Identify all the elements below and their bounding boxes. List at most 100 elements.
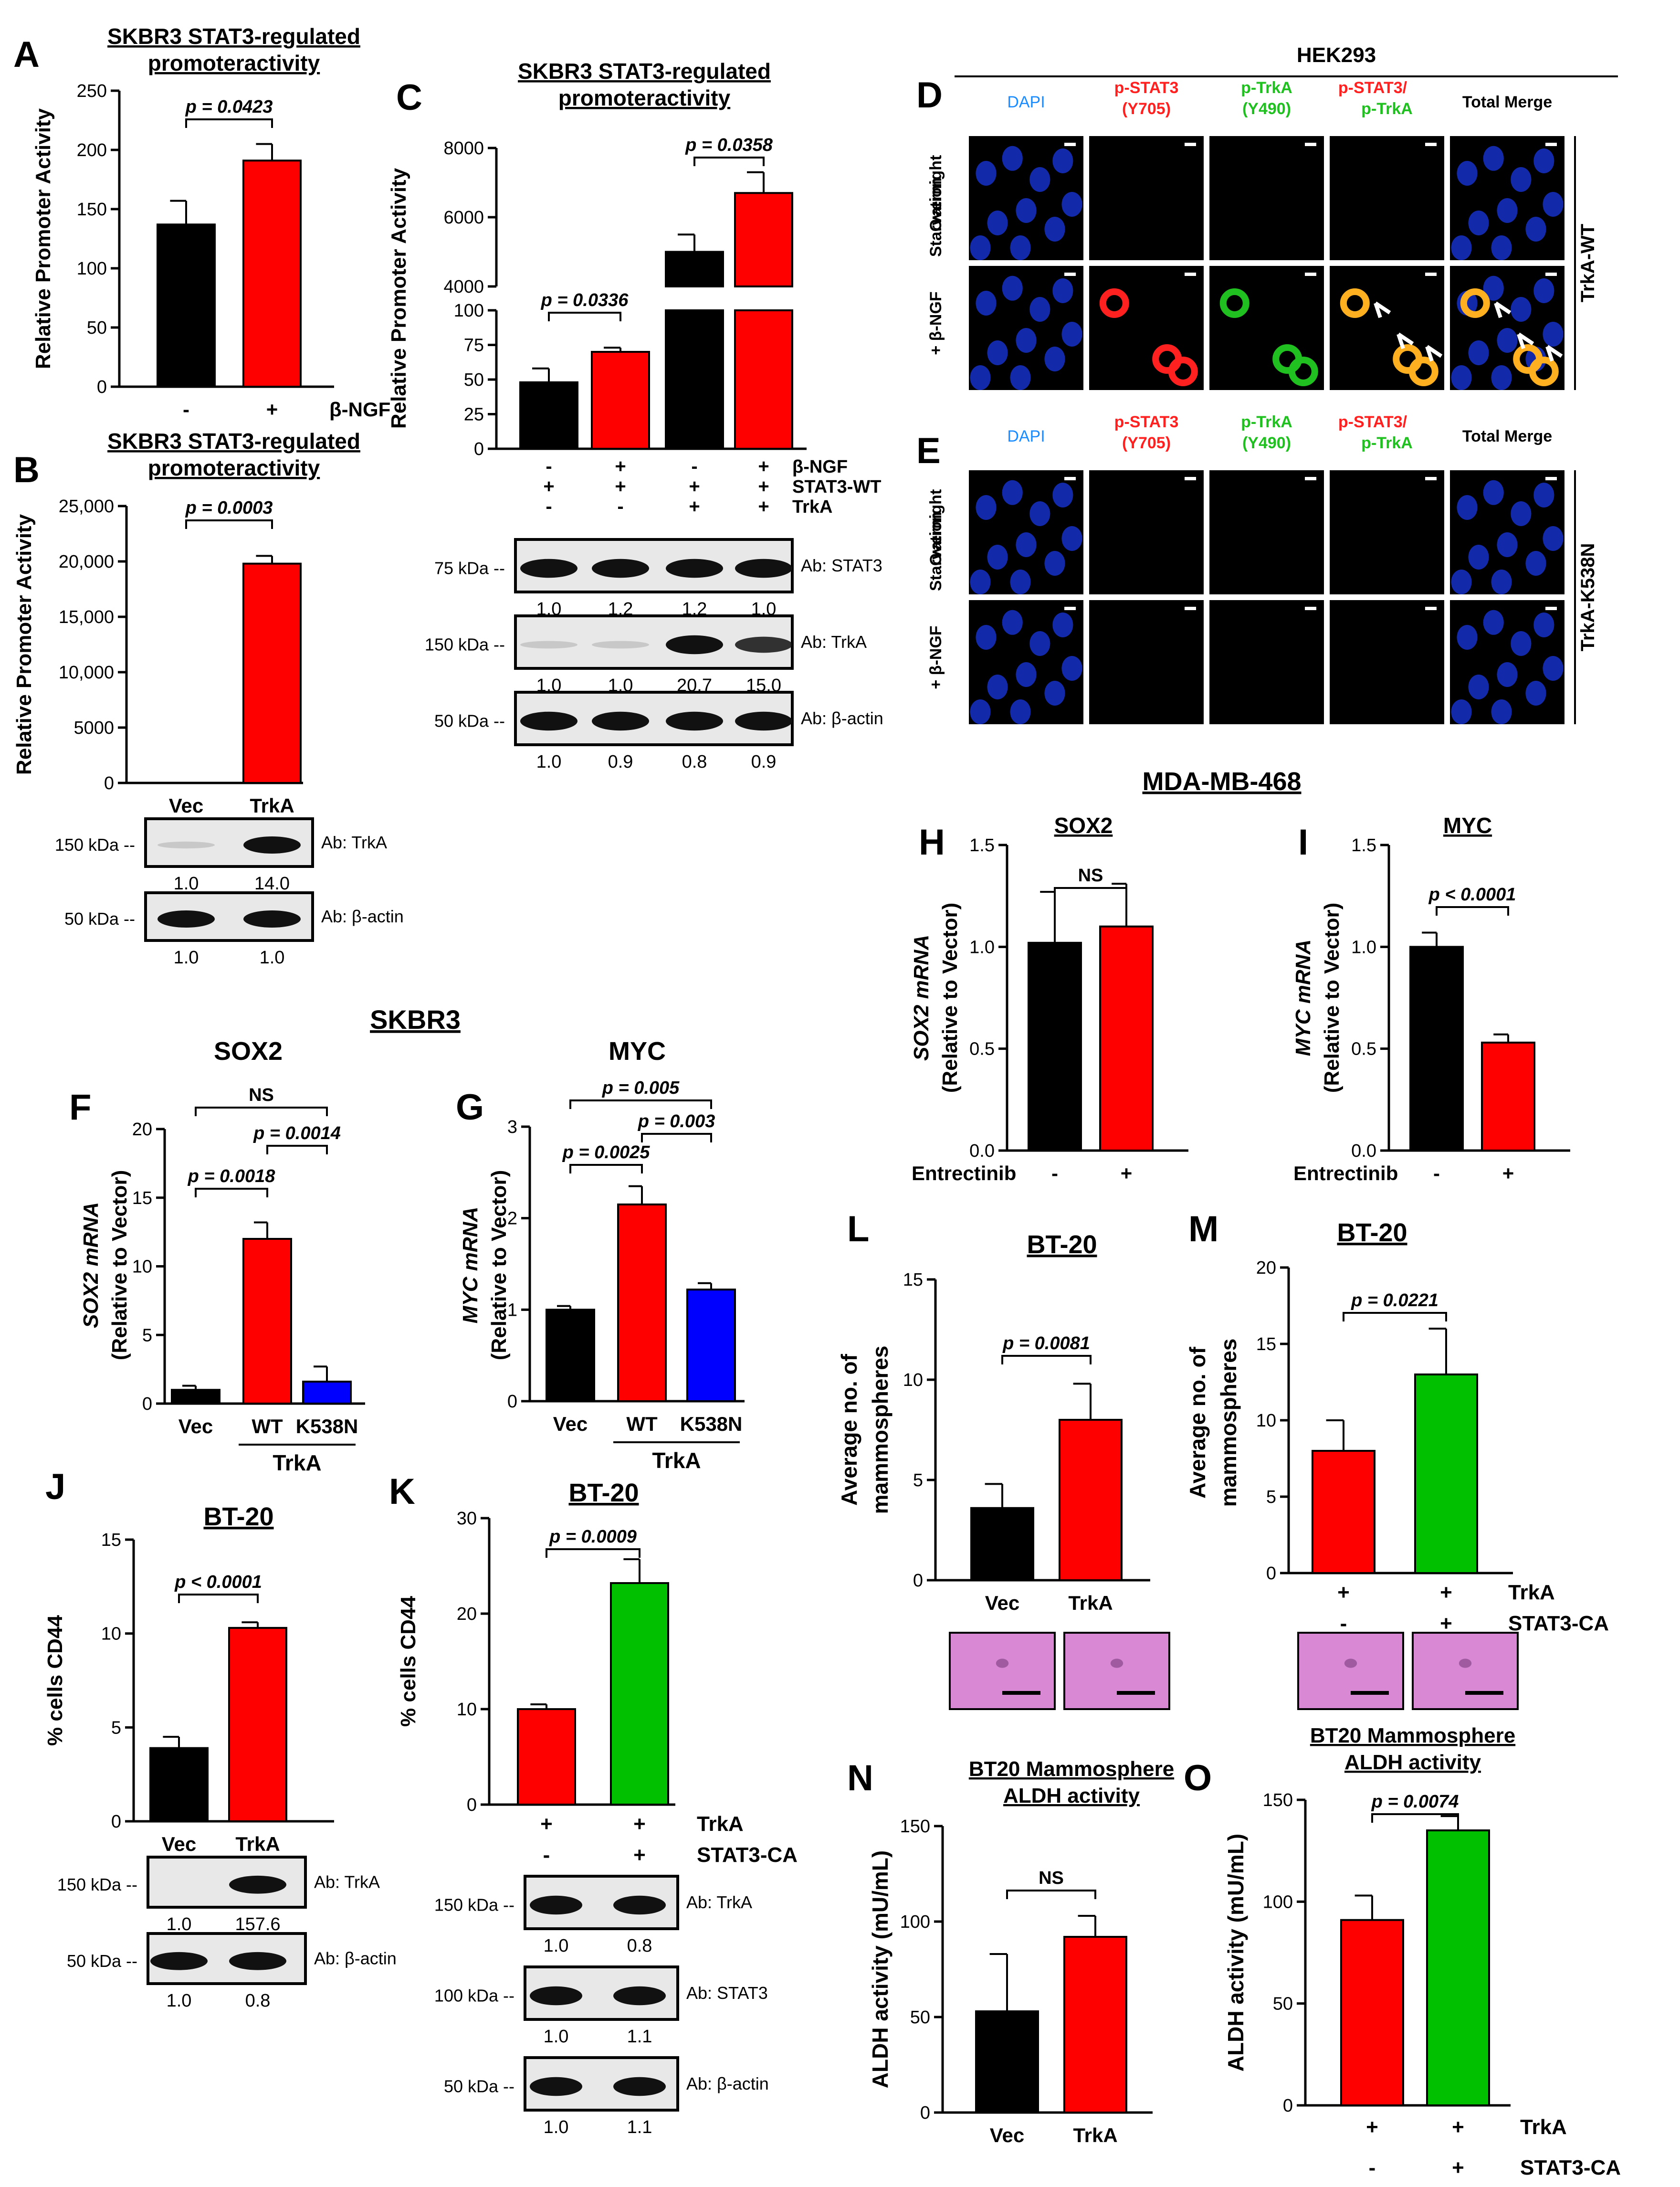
panel-letter-D: D xyxy=(916,75,943,116)
y-tick-label: 20,000 xyxy=(59,552,114,572)
scale-bar xyxy=(1305,273,1316,276)
panel-title: SOX2 xyxy=(1054,813,1113,838)
blot-band xyxy=(666,559,723,578)
blot-kda: 150 kDa -- xyxy=(55,835,135,855)
blot-band xyxy=(158,841,215,849)
bar-0 xyxy=(546,1309,595,1402)
y-tick-label: 25 xyxy=(464,405,484,425)
x-tick-label: TrkA xyxy=(235,1833,280,1855)
bar-3-high xyxy=(734,192,793,287)
nucleus xyxy=(987,211,1008,235)
blot-band xyxy=(520,641,578,649)
cell-signal xyxy=(1529,357,1559,386)
row-label: + β-NGF xyxy=(927,291,945,355)
condition-mark: + xyxy=(1440,1612,1452,1635)
chart-J: 0 5 10 15 Vec TrkA p < 0.0001 xyxy=(101,1530,334,1855)
nucleus xyxy=(1016,662,1037,687)
nucleus xyxy=(1451,235,1472,260)
condition-mark: - xyxy=(1369,2156,1376,2179)
condition-label: TrkA xyxy=(792,497,832,517)
y-tick-label: 10 xyxy=(457,1700,477,1720)
significance-label: p = 0.0423 xyxy=(185,97,273,117)
nucleus xyxy=(1543,192,1564,217)
y-tick-label: 20 xyxy=(132,1120,152,1140)
significance-bracket xyxy=(266,1145,328,1154)
condition-mark: + xyxy=(1440,1581,1452,1604)
nucleus xyxy=(1497,662,1518,687)
nucleus xyxy=(1052,148,1073,173)
nucleus xyxy=(1029,297,1050,322)
scale-bar xyxy=(1305,607,1316,610)
nucleus xyxy=(1029,167,1050,192)
bar-2-low xyxy=(665,309,724,450)
micrograph xyxy=(1330,266,1444,390)
y-tick-label: 20 xyxy=(457,1604,477,1624)
chart-N: 0 50 100 150 Vec TrkA NS xyxy=(900,1817,1153,2146)
blot-band xyxy=(243,910,301,928)
nucleus xyxy=(1029,501,1050,526)
condition-mark: + xyxy=(1337,1581,1350,1604)
y-tick-label: 5 xyxy=(111,1718,121,1738)
condition-label: STAT3-CA xyxy=(1508,1612,1609,1635)
condition-mark: + xyxy=(540,1812,553,1836)
condition-mark: + xyxy=(758,476,769,497)
x-tick-label: Vec xyxy=(985,1592,1019,1614)
y-tick-label: 0 xyxy=(97,377,107,397)
significance-bracket xyxy=(1436,906,1509,916)
chart-I: 0.0 0.5 1.0 1.5 - + Entrectinib p < 0.0001 xyxy=(1293,835,1570,1184)
panel-title: BT-20 xyxy=(1337,1218,1407,1247)
condition-mark: + xyxy=(633,1843,646,1867)
scale-bar xyxy=(1064,477,1076,480)
significance-bracket xyxy=(569,1164,643,1173)
row-label-line: Overnight xyxy=(927,489,945,566)
y-tick-label: 75 xyxy=(464,336,484,356)
nucleus xyxy=(1497,328,1518,353)
column-header: DAPI xyxy=(1007,427,1045,445)
western-blot: 1.0 157.6 150 kDa -- Ab: TrkA 1.0 0.8 50 kDa -… xyxy=(57,1856,397,2011)
significance-bracket xyxy=(1371,1813,1459,1823)
y-tick-label: 150 xyxy=(77,200,107,220)
nucleus xyxy=(1044,217,1065,242)
panel-letter-F: F xyxy=(69,1087,91,1128)
condition-mark: + xyxy=(758,496,769,517)
panel-title: MYC xyxy=(1443,813,1492,838)
bar-1 xyxy=(617,1203,667,1403)
x-tick-label: K538N xyxy=(296,1415,358,1437)
nucleus xyxy=(987,675,1008,699)
bar-0 xyxy=(149,1747,209,1823)
arrow-icon xyxy=(1494,301,1512,318)
nucleus xyxy=(1533,613,1554,637)
significance-label: p = 0.0009 xyxy=(549,1527,637,1547)
bar-0 xyxy=(1028,941,1082,1152)
blot-band xyxy=(229,1875,286,1894)
nucleus xyxy=(976,291,997,316)
blot-antibody: Ab: TrkA xyxy=(686,1892,752,1912)
blot-kda: 75 kDa -- xyxy=(434,559,505,578)
blot-band xyxy=(229,1952,286,1970)
y-tick-label: 0 xyxy=(507,1392,517,1412)
y-axis-label: Relative Promoter Activity xyxy=(12,514,36,775)
significance-label: p = 0.0081 xyxy=(1002,1333,1090,1353)
bar-2 xyxy=(686,1289,736,1403)
y-tick-label: 15,000 xyxy=(59,607,114,627)
significance-label: p = 0.0074 xyxy=(1371,1792,1459,1812)
bar-0 xyxy=(975,2010,1039,2113)
side-label: TrkA-K538N xyxy=(1577,543,1598,652)
blot-quant: 1.0 xyxy=(167,1914,192,1934)
blot-quant: 1.0 xyxy=(260,948,285,968)
y-axis-label: Relative Promoter Activity xyxy=(387,168,410,429)
x-tick-label: WT xyxy=(252,1415,283,1437)
blot-kda: 150 kDa -- xyxy=(434,1895,514,1915)
condition-mark: - xyxy=(691,456,697,477)
panel-title: BT-20 xyxy=(568,1479,639,1507)
row-label-line: + β-NGF xyxy=(927,291,945,355)
nucleus xyxy=(1511,631,1532,656)
nucleus xyxy=(1491,699,1512,724)
chart-B: 0 5000 10,000 15,000 20,000 25,000 Relative Pr… xyxy=(12,497,303,817)
blot-kda: 150 kDa -- xyxy=(425,635,505,655)
x-tick-label: - xyxy=(1433,1162,1440,1184)
arrow-icon xyxy=(1396,332,1414,349)
blot-band xyxy=(520,711,578,731)
panel-letter-I: I xyxy=(1298,822,1308,863)
